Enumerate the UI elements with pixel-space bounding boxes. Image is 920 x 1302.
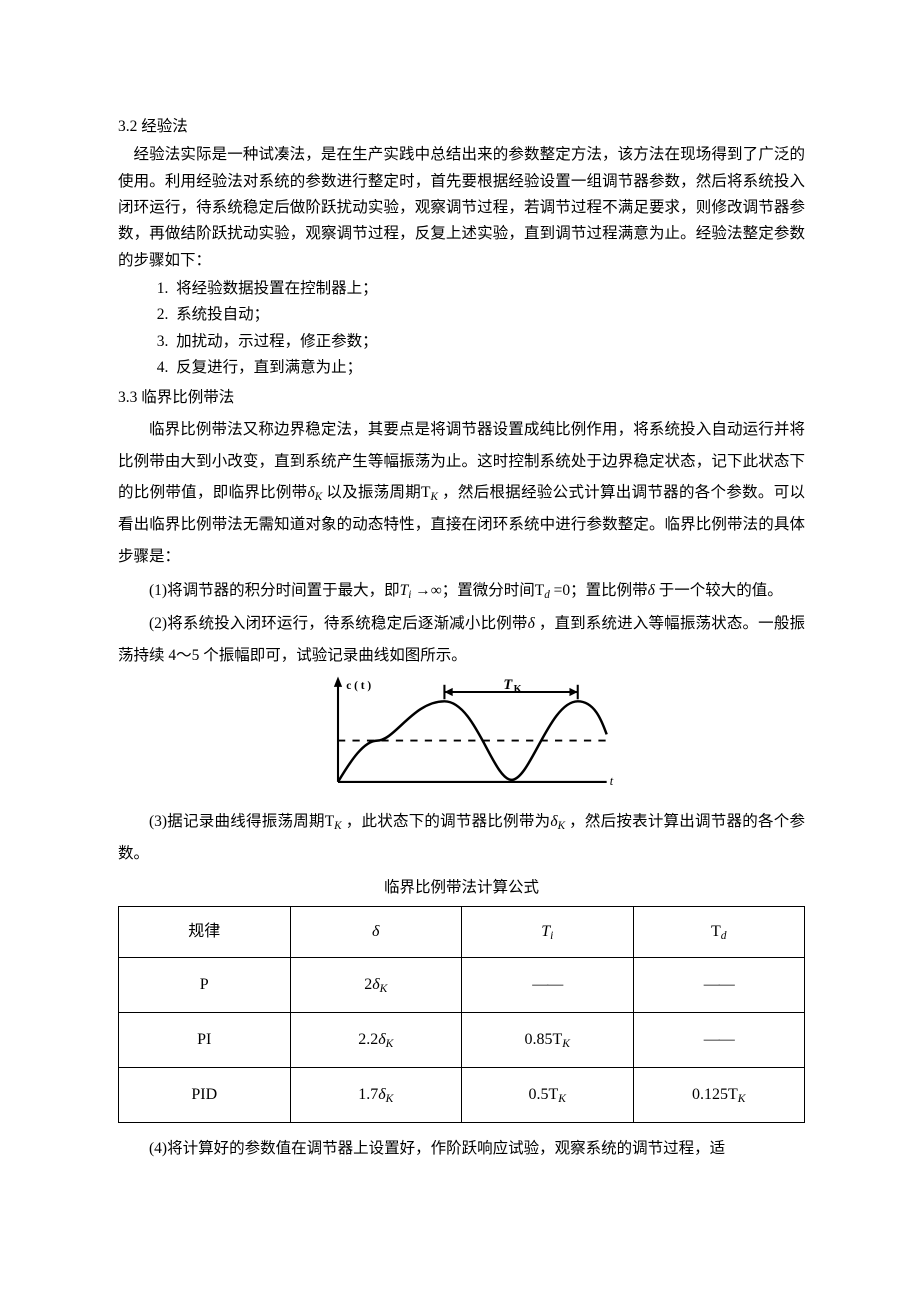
th-ti-sub: i bbox=[550, 929, 553, 941]
sym-TK-t: T bbox=[421, 484, 430, 501]
s32-step-3-text: 加扰动，示过程，修正参数； bbox=[176, 333, 378, 350]
formula-table: 规律 δ Ti Td P 2δK —— —— PI 2.2δK 0.85TK —… bbox=[118, 906, 805, 1123]
table-title: 临界比例带法计算公式 bbox=[118, 875, 805, 901]
sym-TK2-t: T bbox=[325, 813, 334, 830]
s33-s1d: 于一个较大的值。 bbox=[655, 582, 783, 599]
svg-text:T: T bbox=[503, 677, 513, 693]
cell-ti-sub: K bbox=[558, 1092, 566, 1104]
svg-text:t: t bbox=[609, 774, 613, 788]
th-rule-text: 规律 bbox=[188, 923, 220, 940]
cell-td: 0.125TK bbox=[633, 1067, 805, 1122]
heading-3-2: 3.2 经验法 bbox=[118, 114, 805, 140]
cell-delta: 1.7δK bbox=[290, 1067, 462, 1122]
cell-rule: PID bbox=[119, 1067, 291, 1122]
cell-td: —— bbox=[633, 1012, 805, 1067]
sym-deltaK2-sub: K bbox=[558, 820, 565, 832]
cell-delta-sub: K bbox=[386, 1037, 394, 1049]
s32-step-2-text: 系统投自动； bbox=[176, 306, 269, 323]
sym-TK2-sub: K bbox=[334, 820, 341, 832]
cell-ti: —— bbox=[462, 957, 634, 1012]
table-header-row: 规律 δ Ti Td bbox=[119, 906, 805, 957]
cell-td-coef: 0.125 bbox=[692, 1086, 728, 1103]
cell-td-sub: K bbox=[738, 1092, 746, 1104]
sym-delta4: δ bbox=[550, 813, 557, 830]
th-rule: 规律 bbox=[119, 906, 291, 957]
page: 3.2 经验法 经验法实际是一种试凑法，是在生产实践中总结出来的参数整定方法，该… bbox=[0, 0, 920, 1302]
s32-step-2: 2. 系统投自动； bbox=[118, 302, 805, 328]
s33-step1: (1)将调节器的积分时间置于最大，即Ti →∞；置微分时间Td =0；置比例带δ… bbox=[118, 575, 805, 607]
cell-ti-coef: 0.85 bbox=[525, 1031, 553, 1048]
cell-ti: 0.5TK bbox=[462, 1067, 634, 1122]
sym-Td: Td bbox=[535, 582, 550, 599]
svg-text:K: K bbox=[513, 684, 521, 695]
cell-ti: 0.85TK bbox=[462, 1012, 634, 1067]
s32-p1: 经验法实际是一种试凑法，是在生产实践中总结出来的参数整定方法，该方法在现场得到了… bbox=[118, 142, 805, 274]
s33-p1: 临界比例带法又称边界稳定法，其要点是将调节器设置成纯比例作用，将系统投入自动运行… bbox=[118, 414, 805, 573]
cell-delta-sym: δ bbox=[372, 976, 379, 993]
s33-p1b: 以及振荡周期 bbox=[322, 484, 421, 501]
table-row: P 2δK —— —— bbox=[119, 957, 805, 1012]
sym-Ti: Ti bbox=[400, 582, 412, 599]
s33-s3b: ，此状态下的调节器比例带为 bbox=[342, 813, 551, 830]
s33-s3a: (3)据记录曲线得振荡周期 bbox=[149, 813, 325, 830]
s33-s1c: =0；置比例带 bbox=[550, 582, 648, 599]
th-delta-sym: δ bbox=[372, 923, 379, 940]
oscillation-svg: c ( t ) t T K bbox=[307, 678, 617, 798]
cell-delta-sub: K bbox=[386, 1092, 394, 1104]
s32-step-1-text: 将经验数据投置在控制器上； bbox=[176, 280, 378, 297]
s32-step-4: 4. 反复进行，直到满意为止； bbox=[118, 355, 805, 381]
s32-step-1: 1. 将经验数据投置在控制器上； bbox=[118, 276, 805, 302]
sym-deltaK: δK bbox=[307, 484, 322, 501]
cell-td-t: T bbox=[728, 1086, 738, 1103]
oscillation-figure: c ( t ) t T K bbox=[118, 678, 805, 798]
s33-s1a: (1)将调节器的积分时间置于最大，即 bbox=[149, 582, 400, 599]
sym-Ti-t: T bbox=[400, 582, 409, 599]
sym-TK2: TK bbox=[325, 813, 342, 830]
th-td: Td bbox=[633, 906, 805, 957]
s33-step2: (2)将系统投入闭环运行，待系统稳定后逐渐减小比例带δ ，直到系统进入等幅振荡状… bbox=[118, 608, 805, 672]
heading-3-3: 3.3 临界比例带法 bbox=[118, 385, 805, 411]
s33-step4: (4)将计算好的参数值在调节器上设置好，作阶跃响应试验，观察系统的调节过程，适 bbox=[118, 1133, 805, 1165]
cell-rule: P bbox=[119, 957, 291, 1012]
svg-text:c ( t ): c ( t ) bbox=[346, 680, 371, 692]
cell-delta: 2.2δK bbox=[290, 1012, 462, 1067]
s33-s1b: →∞；置微分时间 bbox=[411, 582, 534, 599]
sym-delta3: δ bbox=[528, 615, 535, 632]
th-td-t: T bbox=[711, 923, 721, 940]
table-body: P 2δK —— —— PI 2.2δK 0.85TK —— PID 1.7δK… bbox=[119, 957, 805, 1122]
cell-delta: 2δK bbox=[290, 957, 462, 1012]
th-td-sub: d bbox=[721, 929, 727, 941]
s32-step-3: 3. 加扰动，示过程，修正参数； bbox=[118, 329, 805, 355]
cell-td: —— bbox=[633, 957, 805, 1012]
table-row: PID 1.7δK 0.5TK 0.125TK bbox=[119, 1067, 805, 1122]
s33-step3: (3)据记录曲线得振荡周期TK ，此状态下的调节器比例带为δK ，然后按表计算出… bbox=[118, 806, 805, 870]
cell-ti-t: T bbox=[553, 1031, 563, 1048]
cell-ti-sub: K bbox=[562, 1037, 570, 1049]
cell-rule: PI bbox=[119, 1012, 291, 1067]
sym-TK: TK bbox=[421, 484, 438, 501]
cell-delta-coef: 2.2 bbox=[358, 1031, 378, 1048]
sym-delta2: δ bbox=[648, 582, 655, 599]
cell-delta-sym: δ bbox=[378, 1086, 385, 1103]
table-row: PI 2.2δK 0.85TK —— bbox=[119, 1012, 805, 1067]
sym-TK-sub: K bbox=[431, 491, 438, 503]
th-delta: δ bbox=[290, 906, 462, 957]
sym-Td-t: T bbox=[535, 582, 544, 599]
sym-deltaK2: δK bbox=[550, 813, 565, 830]
s32-step-4-text: 反复进行，直到满意为止； bbox=[176, 359, 362, 376]
th-ti-t: T bbox=[541, 923, 550, 940]
s32-steps: 1. 将经验数据投置在控制器上； 2. 系统投自动； 3. 加扰动，示过程，修正… bbox=[118, 276, 805, 381]
th-ti: Ti bbox=[462, 906, 634, 957]
cell-delta-coef: 1.7 bbox=[358, 1086, 378, 1103]
cell-delta-sym: δ bbox=[378, 1031, 385, 1048]
cell-ti-t: T bbox=[549, 1086, 559, 1103]
s33-s2a: (2)将系统投入闭环运行，待系统稳定后逐渐减小比例带 bbox=[149, 615, 528, 632]
cell-delta-sub: K bbox=[380, 982, 388, 994]
sym-delta: δ bbox=[307, 484, 314, 501]
cell-ti-coef: 0.5 bbox=[529, 1086, 549, 1103]
cell-delta-coef: 2 bbox=[364, 976, 372, 993]
